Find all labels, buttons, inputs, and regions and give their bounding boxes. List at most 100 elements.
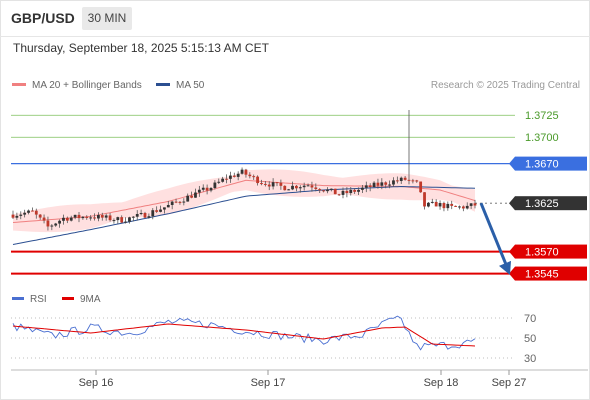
candle-body	[430, 201, 434, 203]
candle-body	[15, 215, 19, 218]
candle-body	[469, 203, 473, 206]
candle-body	[124, 221, 127, 223]
candle-body	[329, 188, 333, 190]
candle-body	[283, 185, 287, 191]
rsi-label: RSI	[30, 294, 47, 305]
bollinger-band	[13, 169, 475, 233]
candle-body	[361, 187, 364, 190]
level-tag-1-3670	[515, 156, 587, 171]
candle-body	[376, 182, 380, 186]
rsi-line	[12, 315, 476, 351]
candle-body	[34, 210, 38, 215]
candle-body	[135, 214, 139, 217]
candle-body	[310, 185, 314, 188]
legend-ma20: MA 20 + Bollinger Bands	[12, 80, 142, 91]
candle-body	[50, 225, 54, 227]
candle-body	[458, 206, 461, 208]
candle-body	[221, 178, 225, 182]
x-tick-label: Sep 18	[424, 377, 459, 389]
level-label-1-3670: 1.3670	[525, 159, 559, 171]
rsi-swatch	[12, 296, 24, 300]
x-tick-label: Sep 16	[79, 377, 114, 389]
candle-body	[178, 201, 182, 203]
level-tag-1-3545	[515, 266, 587, 281]
candle-body	[454, 205, 457, 207]
candle-body	[81, 216, 85, 219]
candle-body	[318, 189, 322, 191]
candle-body	[392, 180, 395, 185]
candle-body	[267, 184, 271, 187]
level-tag-1-3570	[515, 244, 587, 259]
candle-body	[225, 178, 228, 180]
candle-body	[419, 181, 423, 193]
candle-body	[229, 175, 232, 179]
candle-body	[131, 216, 135, 218]
candle-body	[65, 217, 69, 221]
ma9-label: 9MA	[80, 294, 101, 305]
level-tag-arrow-1-3625	[509, 196, 515, 211]
level-tag-arrow-1-3545	[509, 266, 515, 281]
candle-body	[186, 195, 190, 202]
level-label-1-3570: 1.3570	[525, 247, 559, 259]
candle-body	[201, 187, 205, 190]
candle-body	[357, 189, 360, 192]
candle-body	[295, 185, 298, 189]
level-tag-arrow-1-3570	[509, 244, 515, 259]
candle-body	[411, 180, 415, 182]
candle-body	[279, 182, 283, 186]
timeframe-button[interactable]: 30 MIN	[82, 7, 132, 30]
candle-body	[260, 183, 263, 185]
candle-body	[190, 195, 193, 198]
candle-body	[434, 201, 438, 207]
candle-body	[54, 223, 58, 226]
candle-body	[213, 182, 217, 188]
candle-body	[380, 182, 384, 186]
legend-ma50: MA 50	[156, 80, 204, 91]
candle-body	[446, 203, 450, 209]
candle-body	[23, 212, 27, 215]
candle-body	[174, 201, 178, 203]
level-label-1-3545: 1.3545	[525, 269, 559, 281]
candle-body	[143, 212, 147, 218]
candle-body	[399, 177, 403, 181]
legend-rsi: RSI	[12, 294, 47, 305]
candle-body	[275, 182, 279, 184]
candle-body	[345, 190, 349, 194]
level-label-1-3725: 1.3725	[525, 110, 559, 122]
candle-body	[217, 181, 221, 183]
candle-body	[415, 180, 419, 182]
candle-body	[197, 189, 201, 193]
candle-body	[423, 192, 426, 207]
candle-body	[341, 190, 345, 195]
ma9-swatch	[62, 296, 74, 300]
legend-ma9: 9MA	[62, 294, 101, 305]
candle-body	[384, 182, 388, 185]
ma50-swatch	[156, 82, 170, 86]
candle-body	[407, 179, 411, 181]
candle-body	[337, 194, 341, 196]
credit-text: Research © 2025 Trading Central	[430, 80, 580, 91]
candle-body	[252, 176, 256, 178]
forecast-arrow-shaft	[479, 202, 509, 268]
candle-body	[58, 220, 61, 224]
candle-body	[291, 185, 294, 190]
candle-body	[182, 201, 186, 203]
candle-body	[287, 189, 291, 191]
candle-body	[170, 201, 174, 205]
candle-body	[85, 216, 89, 218]
toolbar: GBP/USD 30 MIN	[0, 0, 590, 37]
candle-body	[388, 184, 391, 186]
candle-body	[353, 189, 357, 192]
candle-body	[128, 217, 131, 222]
candle-body	[97, 215, 100, 219]
candle-body	[42, 217, 46, 221]
candle-body	[89, 217, 93, 219]
candle-body	[151, 210, 155, 217]
candle-body	[240, 169, 244, 174]
candle-body	[116, 217, 120, 221]
candle-body	[298, 187, 302, 189]
rsi-tick-30: 30	[524, 353, 536, 365]
candle-body	[163, 207, 166, 210]
candle-body	[349, 189, 353, 194]
